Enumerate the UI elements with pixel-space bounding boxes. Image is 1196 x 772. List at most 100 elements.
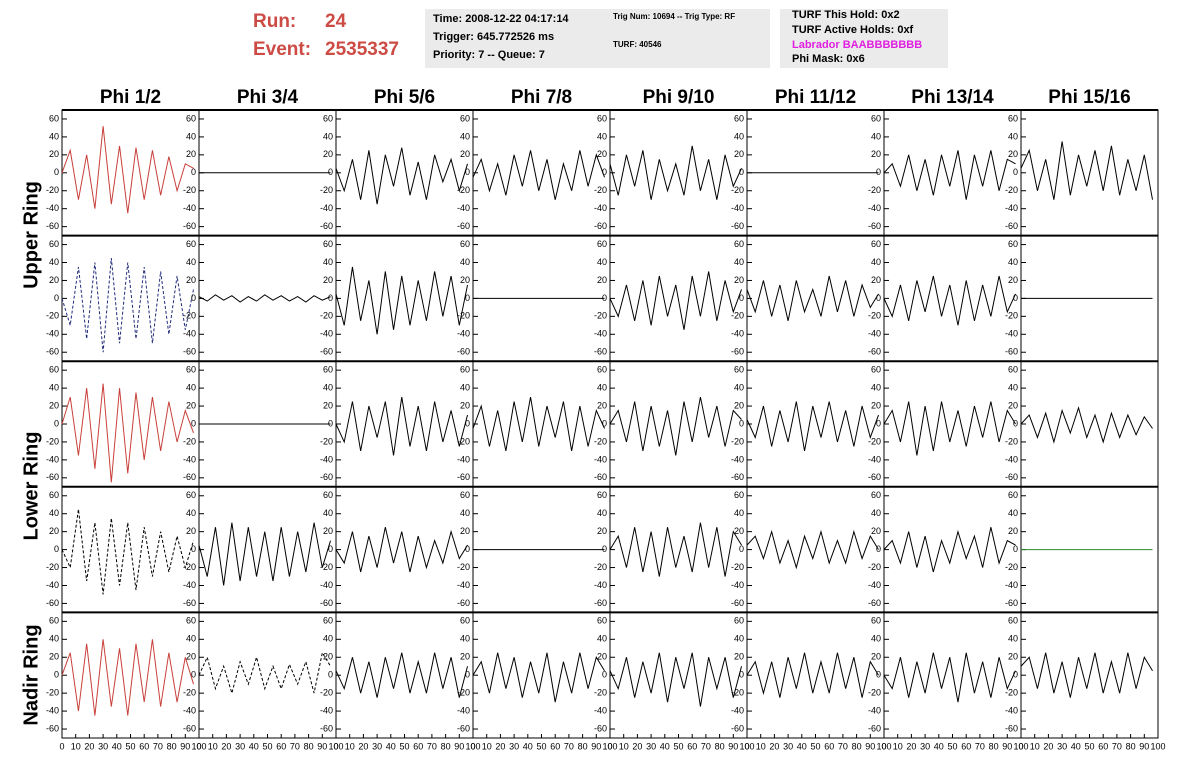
y-tick-label: 0 [739,167,744,177]
y-tick-label: -60 [183,221,196,231]
x-tick-label: 20 [84,741,94,751]
y-tick-label: 20 [323,526,333,536]
x-tick-label: 50 [810,741,820,751]
y-tick-label: -20 [1005,688,1018,698]
y-tick-label: -40 [731,705,744,715]
x-tick-label: 30 [372,741,382,751]
y-tick-label: 20 [186,652,196,662]
x-tick-label: 100 [191,741,206,751]
y-tick-label: -40 [46,329,59,339]
y-tick-label: 40 [323,257,333,267]
waveform [335,147,468,205]
x-tick-label: 10 [71,741,81,751]
y-tick-label: 60 [460,113,470,123]
y-tick-label: 0 [191,670,196,680]
y-tick-label: 0 [1013,670,1018,680]
y-tick-label: 60 [460,365,470,375]
x-tick-label: 60 [550,741,560,751]
x-tick-label: 100 [739,741,754,751]
y-tick-label: 60 [323,113,333,123]
y-tick-label: 60 [1008,616,1018,626]
y-tick-label: -40 [731,203,744,213]
y-tick-label: 40 [1008,508,1018,518]
y-tick-label: 20 [49,526,59,536]
y-tick-label: 60 [597,490,607,500]
x-tick-label: 80 [167,741,177,751]
y-tick-label: 60 [1008,113,1018,123]
y-tick-label: 0 [1013,544,1018,554]
y-tick-label: -20 [868,688,881,698]
y-tick-label: -60 [1005,347,1018,357]
y-tick-label: 20 [871,652,881,662]
y-tick-label: 60 [597,616,607,626]
x-tick-label: 70 [975,741,985,751]
y-tick-label: -60 [868,472,881,482]
x-tick-label: 10 [756,741,766,751]
y-tick-label: -20 [731,562,744,572]
waveform [609,522,742,577]
info-text: Labrador BAABBBBBBB [792,39,922,51]
y-tick-label: 40 [734,634,744,644]
y-tick-label: -20 [594,185,607,195]
waveform [335,397,469,456]
x-tick-label: 10 [619,741,629,751]
info-text: Trig Num: 10694 -- Trig Type: RF [613,12,735,21]
x-tick-label: 70 [1112,741,1122,751]
y-tick-label: 60 [597,365,607,375]
y-tick-label: 60 [49,239,59,249]
x-tick-label: 40 [660,741,670,751]
x-tick-label: 90 [728,741,738,751]
y-tick-label: 60 [186,616,196,626]
y-tick-label: 60 [460,239,470,249]
y-tick-label: 40 [734,382,744,392]
x-tick-label: 90 [454,741,464,751]
y-tick-label: 0 [739,670,744,680]
y-tick-label: 0 [602,293,607,303]
y-tick-label: 20 [460,400,470,410]
y-tick-label: -40 [183,454,196,464]
y-tick-label: -40 [46,580,59,590]
y-tick-label: 40 [460,634,470,644]
x-tick-label: 40 [934,741,944,751]
y-tick-label: 20 [734,526,744,536]
waveform [61,126,194,214]
y-tick-label: 0 [191,167,196,177]
y-tick-label: 60 [871,239,881,249]
y-tick-label: -20 [183,688,196,698]
y-tick-label: -40 [46,705,59,715]
y-tick-label: -60 [868,723,881,733]
x-tick-label: 60 [413,741,423,751]
x-tick-label: 10 [482,741,492,751]
y-tick-label: -20 [457,688,470,698]
y-tick-label: 0 [54,293,59,303]
y-tick-label: -60 [731,598,744,608]
x-tick-label: 40 [249,741,259,751]
x-tick-label: 100 [602,741,617,751]
x-tick-label: 70 [427,741,437,751]
y-tick-label: 60 [49,616,59,626]
y-tick-label: 0 [1013,418,1018,428]
column-label: Phi 7/8 [511,87,572,108]
y-tick-label: -60 [46,723,59,733]
y-tick-label: -60 [457,347,470,357]
x-tick-label: 100 [465,741,480,751]
y-tick-label: -40 [183,705,196,715]
y-tick-label: -60 [731,347,744,357]
y-tick-label: 20 [323,400,333,410]
y-tick-label: 0 [739,418,744,428]
x-tick-label: 100 [1013,741,1028,751]
y-tick-label: -40 [868,329,881,339]
y-tick-label: -20 [46,562,59,572]
y-tick-label: -60 [731,221,744,231]
y-tick-label: -20 [594,688,607,698]
y-tick-label: 20 [460,526,470,536]
x-tick-label: 10 [1030,741,1040,751]
y-tick-label: 40 [323,508,333,518]
y-tick-label: 60 [734,490,744,500]
ring-label: Nadir Ring [20,624,42,725]
x-tick-label: 50 [262,741,272,751]
y-tick-label: -40 [594,329,607,339]
waveform [61,257,195,353]
y-tick-label: -40 [868,580,881,590]
y-tick-label: 40 [323,634,333,644]
